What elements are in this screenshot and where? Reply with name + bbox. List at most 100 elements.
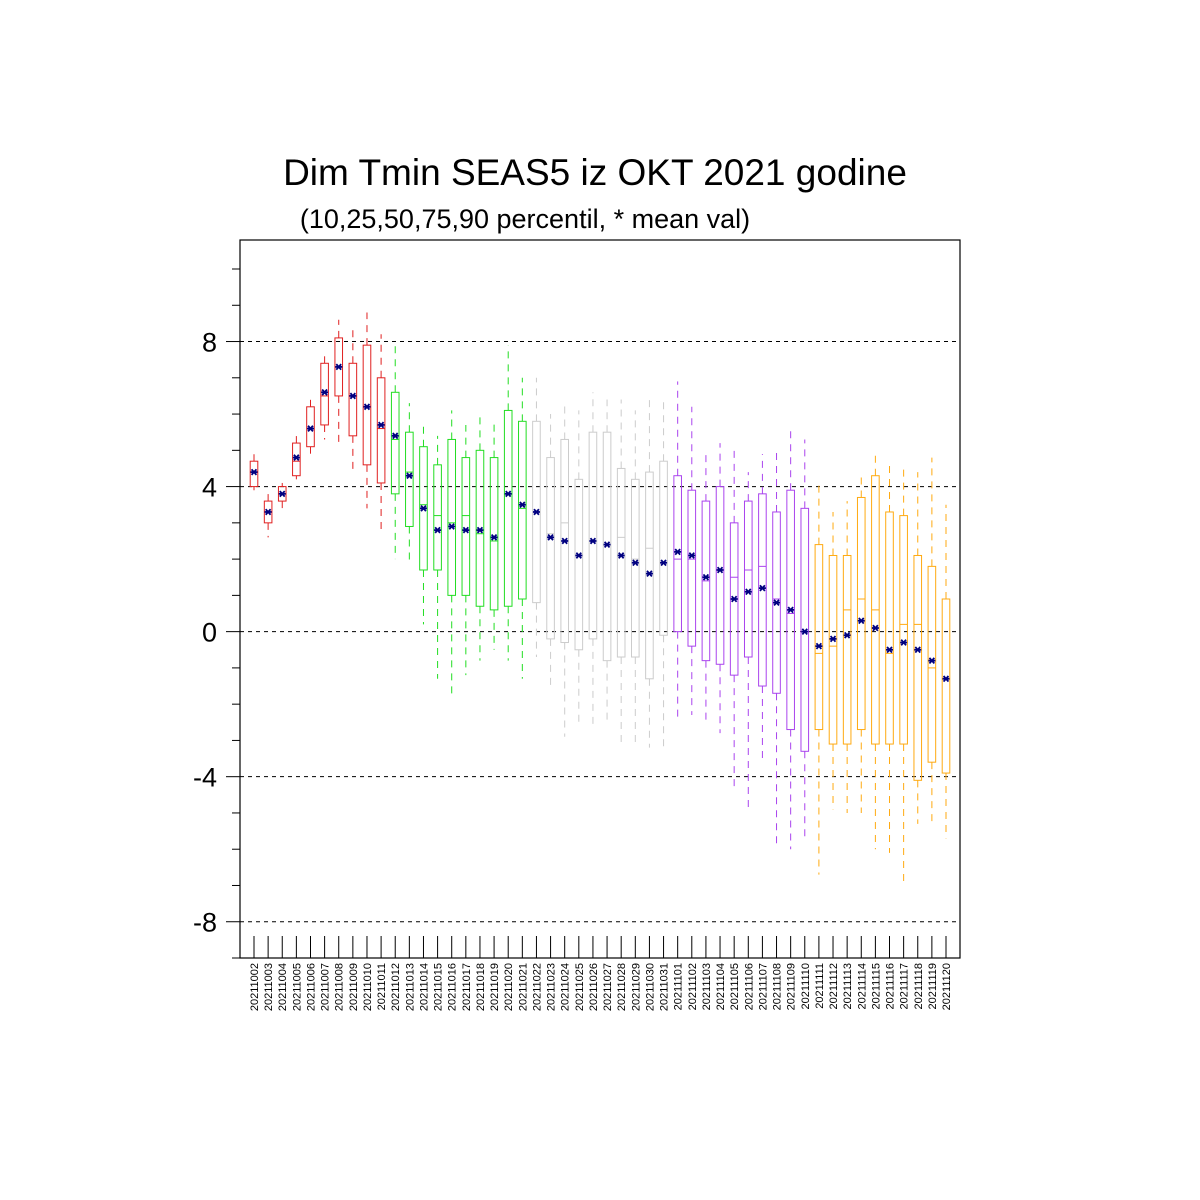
x-tick-label: 20211118 [913,963,925,1010]
mean-marker-stroke [900,639,907,646]
x-tick-label: 20211013 [404,963,416,1011]
mean-marker [857,617,865,625]
mean-marker [829,635,837,643]
x-tick-label: 20211006 [305,963,317,1011]
mean-marker-stroke [942,675,950,683]
iqr-box [461,457,471,596]
mean-marker [871,624,879,632]
iqr-box [306,406,315,448]
box-item [814,482,824,875]
x-tick-label: 20211028 [616,963,628,1011]
mean-marker-stroke [476,526,484,534]
mean-marker-stroke [589,537,597,545]
x-tick-label: 20211112 [828,963,840,1010]
box-item [772,450,781,850]
iqr-box [292,442,301,477]
mean-marker [900,639,908,646]
mean-marker [744,588,752,596]
mean-marker [335,363,343,371]
box-item [885,461,894,853]
mean-marker [758,584,766,592]
mean-marker [250,468,258,476]
iqr-box [447,438,457,596]
mean-marker [575,552,583,559]
x-tick-label: 20211014 [418,963,430,1011]
box-item [899,468,908,886]
box-item [376,334,386,531]
box-item [518,377,527,679]
x-tick-label: 20211031 [659,963,671,1011]
iqr-box [772,511,781,694]
mean-marker-stroke [745,588,752,596]
mean-marker [476,526,484,534]
box-item [729,450,739,792]
mean-marker [589,537,597,545]
x-tick-label: 20211117 [899,963,911,1010]
box-item [390,345,400,560]
y-tick-label: -8 [193,908,217,938]
box-series [249,312,951,886]
x-tick-label: 20211025 [574,963,586,1011]
x-tick-label: 20211106 [743,963,755,1010]
x-tick-label: 20211008 [334,963,346,1011]
iqr-box [913,554,923,781]
mean-marker-stroke [250,468,258,476]
x-tick-label: 20211101 [673,963,685,1010]
x-tick-label: 20211116 [885,963,897,1010]
x-tick-label: 20211021 [517,963,529,1011]
mean-marker-stroke [349,392,356,400]
mean-marker [321,388,329,396]
iqr-box [489,457,499,611]
mean-marker [886,646,894,654]
x-tick-label: 20211004 [277,963,289,1011]
box-item [405,403,414,563]
x-tick-label: 20211027 [602,963,614,1011]
mean-marker-stroke [363,403,371,411]
mean-marker [419,504,427,512]
box-item [489,421,499,650]
x-tick-label: 20211108 [772,963,784,1010]
mean-marker-stroke [533,508,540,516]
mean-marker [787,606,795,614]
x-tick-label: 20211007 [320,963,332,1011]
iqr-box [842,554,852,745]
mean-marker [349,392,357,400]
iqr-box [673,475,682,633]
x-tick-label: 20211012 [390,963,402,1011]
iqr-box [376,377,386,484]
iqr-box [743,500,753,658]
x-tick-label: 20211005 [291,963,303,1011]
x-tick-label: 20211002 [249,963,261,1011]
mean-marker-stroke [561,537,568,545]
mean-marker-stroke [603,541,611,548]
iqr-box [475,449,485,607]
x-tick-label: 20211019 [489,963,501,1011]
iqr-box [362,344,372,466]
mean-marker-stroke [490,533,498,541]
x-axis: 20211002 20211003 20211004 20211005 20211006… [249,936,953,1011]
iqr-box [348,362,358,437]
box-item [913,472,923,824]
mean-marker [843,631,851,639]
iqr-box [419,446,428,571]
iqr-box [602,431,612,662]
x-tick-label: 20211103 [701,963,713,1010]
x-tick-label: 20211029 [630,963,642,1011]
mean-marker [363,403,371,411]
mean-marker-stroke [787,606,794,614]
iqr-box [659,460,668,636]
mean-marker [914,646,922,654]
mean-marker-stroke [321,388,328,396]
mean-marker [702,573,710,581]
mean-marker [292,454,300,461]
box-item [842,501,852,813]
iqr-box [729,522,739,676]
iqr-box [574,478,584,651]
box-item [461,424,471,676]
box-item [433,435,442,679]
box-item [320,352,329,440]
mean-marker-stroke [829,635,837,643]
x-tick-label: 20211115 [870,963,882,1010]
